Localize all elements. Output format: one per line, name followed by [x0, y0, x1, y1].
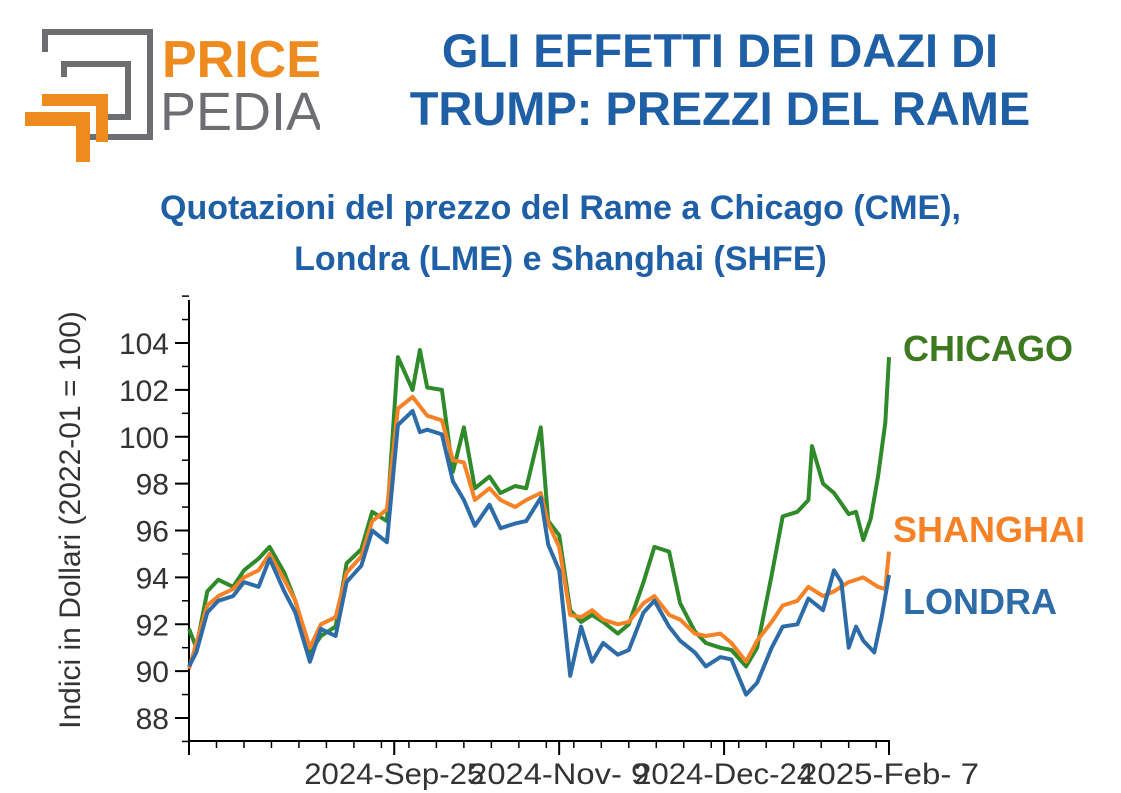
logo-word-pedia: PEDIA — [160, 82, 320, 142]
y-tick-label: 102 — [119, 375, 169, 408]
legend-label-shanghai: SHANGHAI — [893, 509, 1085, 550]
y-tick-label: 92 — [136, 609, 169, 642]
x-tick-label: 2024-Nov- 9 — [469, 758, 649, 791]
pricepedia-logo: PRICE PEDIA — [25, 29, 320, 162]
y-tick-label: 100 — [119, 422, 169, 455]
logo-word-price: PRICE — [162, 31, 320, 89]
y-tick-label: 104 — [119, 328, 169, 361]
y-axis-title: Indici in Dollari (2022-01 = 100) — [54, 311, 87, 729]
series-line-shanghai — [187, 394, 891, 670]
y-tick-label: 98 — [136, 469, 169, 502]
chart-title-line1: GLI EFFETTI DEI DAZI DI — [441, 24, 999, 77]
x-tick-label: 2025-Feb- 7 — [799, 758, 979, 791]
chart-subtitle-line1: Quotazioni del prezzo del Rame a Chicago… — [160, 189, 961, 227]
y-tick-label: 88 — [136, 703, 169, 736]
x-tick-label: 2024-Sep-25 — [304, 758, 484, 791]
series-line-londra — [187, 409, 891, 697]
y-tick-label: 96 — [136, 516, 169, 549]
chart-subtitle-line2: Londra (LME) e Shanghai (SHFE) — [294, 240, 827, 278]
axes: 88 90 92 94 96 98 100 102 104 Indici in Dollari (… — [54, 295, 979, 791]
y-tick-label: 94 — [136, 562, 169, 595]
y-tick-label: 90 — [136, 656, 169, 689]
legend-label-chicago: CHICAGO — [903, 328, 1073, 369]
series-line-chicago — [187, 348, 891, 669]
x-tick-label: 2024-Dec-24 — [634, 758, 814, 791]
series-labels: CHICAGO SHANGHAI LONDRA — [893, 328, 1085, 622]
logo-mark — [25, 29, 153, 162]
chart-title-line2: TRUMP: PREZZI DEL RAME — [409, 82, 1031, 135]
legend-label-londra: LONDRA — [903, 581, 1057, 622]
series-lines — [187, 348, 891, 697]
